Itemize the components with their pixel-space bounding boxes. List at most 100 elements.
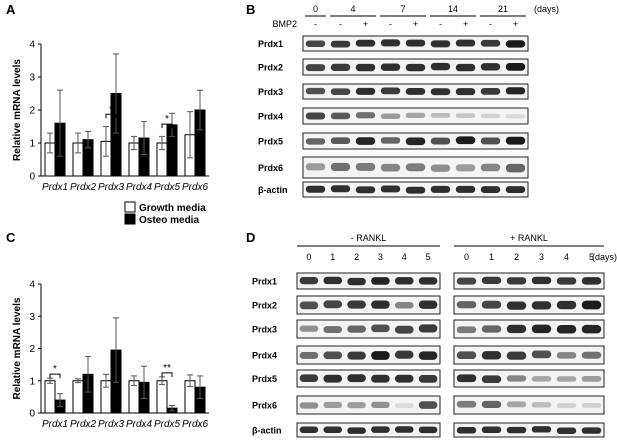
blot-band — [347, 374, 366, 383]
blot-band — [418, 401, 438, 409]
blot-band — [581, 351, 602, 359]
blot-band — [455, 164, 476, 172]
blot-band — [299, 374, 319, 383]
blot-band — [380, 113, 401, 119]
blot-day-label: 4 — [402, 252, 407, 262]
x-category-label: Prdx5 — [154, 182, 181, 193]
blot-band — [455, 63, 476, 72]
blot-band — [456, 427, 477, 434]
blot-strip — [453, 395, 605, 415]
panel-label-d: D — [246, 230, 255, 245]
blot-band — [455, 136, 476, 145]
blot-band — [531, 324, 552, 334]
blot-band — [531, 301, 552, 310]
blot-band — [506, 324, 527, 334]
blot-lane-sign: - — [489, 19, 492, 29]
blot-band — [531, 276, 552, 285]
blot-band — [505, 186, 526, 194]
blot-lane-sign: - — [389, 19, 392, 29]
blot-band — [531, 402, 552, 408]
blot-band — [481, 276, 502, 284]
blot-row-label: Prdx1 — [252, 277, 277, 287]
blot-band — [299, 277, 319, 285]
legend-label-growth: Growth media — [139, 203, 206, 214]
blot-band — [323, 276, 343, 285]
blot-strip — [453, 345, 605, 365]
blot-band — [371, 324, 390, 333]
blot-band — [556, 376, 577, 382]
blot-band — [355, 87, 376, 95]
blot-band — [480, 113, 501, 119]
blot-band — [394, 277, 414, 285]
blot-band — [347, 277, 366, 286]
blot-strip — [296, 319, 441, 339]
blot-row-label: Prdx6 — [258, 163, 283, 173]
blot-band — [418, 277, 438, 285]
panel-label-a: A — [6, 2, 16, 17]
blot-band — [455, 88, 476, 96]
blot-row-label: β-actin — [252, 426, 282, 436]
y-tick-label: 2 — [29, 344, 35, 355]
blot-band — [581, 402, 602, 408]
blot-row-label: Prdx1 — [258, 39, 283, 49]
blot-band — [418, 426, 438, 434]
blot-strip — [453, 319, 605, 339]
blot-band — [371, 374, 390, 383]
blot-band — [556, 403, 577, 409]
blot-group-plus: + RANKL — [510, 233, 548, 243]
blot-band — [394, 302, 414, 309]
blot-day-label: 5 — [426, 252, 431, 262]
x-category-label: Prdx6 — [182, 182, 209, 193]
blot-band — [531, 350, 552, 359]
blot-row-label: Prdx5 — [252, 374, 277, 384]
blot-band — [394, 350, 414, 359]
blot-day-label: 3 — [539, 252, 544, 262]
blot-band — [305, 87, 326, 95]
blot-band — [455, 39, 476, 47]
blot-band — [371, 401, 390, 409]
blot-day-label: 7 — [400, 4, 405, 14]
blot-row-label: Prdx6 — [252, 401, 277, 411]
blot-band — [430, 164, 451, 172]
blot-lane-sign: + — [413, 19, 418, 29]
blot-band — [506, 426, 527, 434]
blot-band — [481, 400, 502, 409]
x-category-label: Prdx2 — [70, 419, 97, 430]
blot-day-label: 2 — [514, 252, 519, 262]
blot-band — [418, 300, 438, 309]
blot-lane-sign: + — [513, 19, 518, 29]
blot-band — [394, 325, 414, 334]
blot-band — [405, 87, 426, 95]
blot-band — [330, 40, 351, 48]
blot-band — [394, 403, 414, 408]
blot-band — [405, 39, 426, 47]
blot-band — [347, 402, 366, 409]
blot-lane-sign: + — [363, 19, 368, 29]
blot-band — [481, 351, 502, 360]
y-axis-label: Relative mRNA levels — [12, 297, 23, 399]
blot-band — [355, 186, 376, 194]
blot-band — [581, 277, 602, 285]
blot-strip — [296, 395, 441, 415]
blot-band — [480, 163, 501, 172]
y-axis-label: Relative mRNA levels — [12, 59, 23, 161]
panel-label-b: B — [246, 2, 255, 17]
blot-band — [371, 300, 390, 309]
blot-strip — [453, 272, 605, 290]
blot-group-minus: - RANKL — [351, 233, 387, 243]
y-tick-label: 3 — [29, 73, 35, 84]
blot-band — [371, 426, 390, 433]
x-category-label: Prdx3 — [98, 419, 125, 430]
blot-lane-sign: - — [339, 19, 342, 29]
blot-band — [305, 40, 326, 48]
blot-band — [480, 186, 501, 194]
blot-band — [347, 351, 366, 360]
y-tick-label: 2 — [29, 106, 35, 117]
blot-band — [430, 112, 451, 118]
panel-label-c: C — [6, 230, 16, 245]
y-tick-label: 1 — [29, 139, 35, 150]
blot-band — [531, 376, 552, 382]
blot-band — [305, 138, 326, 145]
blot-day-label: 1 — [330, 252, 335, 262]
blot-band — [330, 137, 351, 145]
